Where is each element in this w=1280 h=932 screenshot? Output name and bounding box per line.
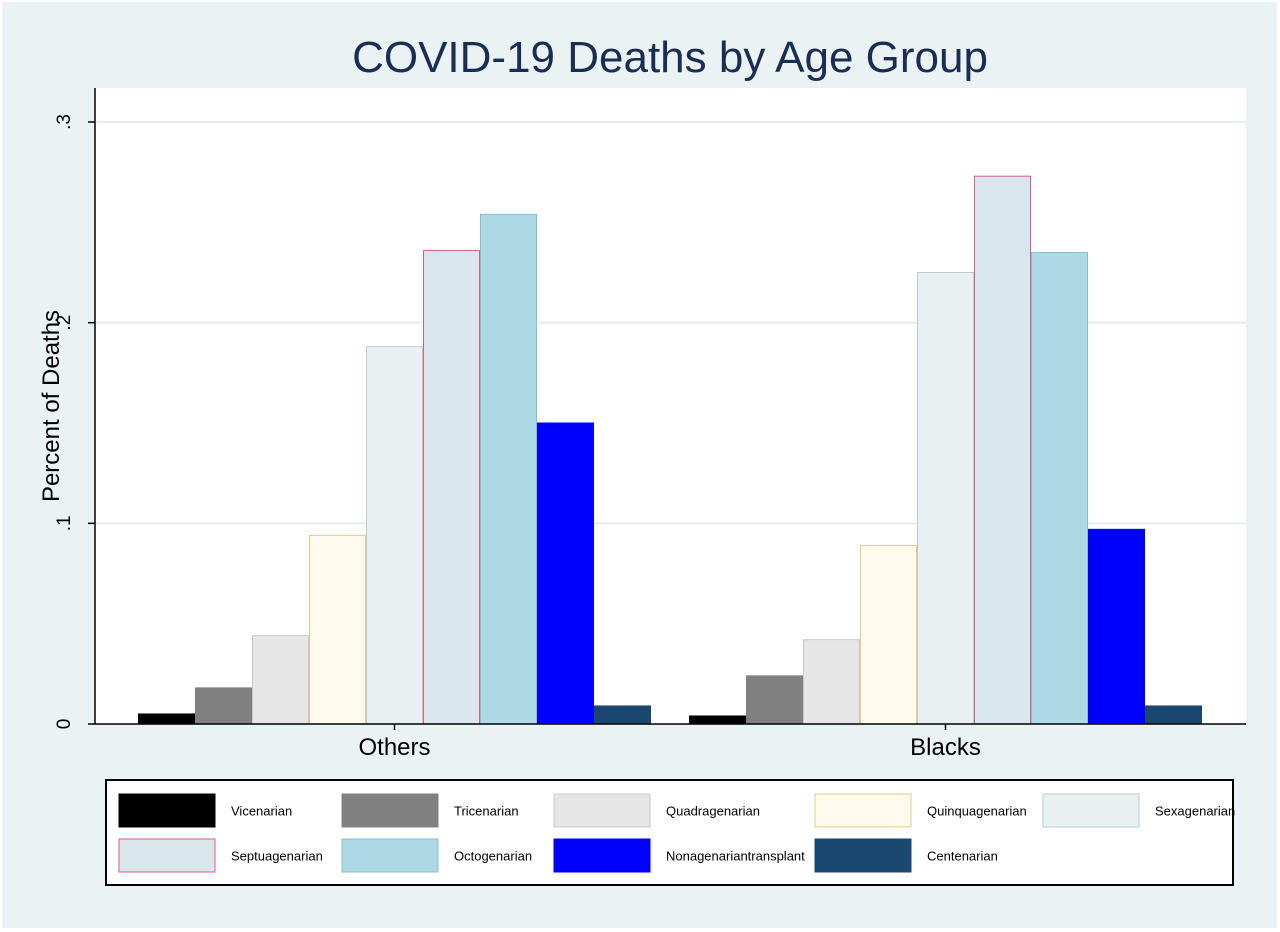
legend-item: Septuagenarian xyxy=(118,838,323,873)
axes xyxy=(94,88,1246,725)
legend-item: Vicenarian xyxy=(118,793,292,828)
legend-item: Quinquagenarian xyxy=(814,793,1027,828)
bar-vicenarian-blacks xyxy=(689,715,746,725)
y-tick-label: .3 xyxy=(54,114,75,130)
legend-label: Quadragenarian xyxy=(666,804,760,819)
x-category-label: Others xyxy=(358,734,430,761)
bar-octogenarian-blacks xyxy=(1031,251,1088,725)
legend-label: Sexagenarian xyxy=(1155,804,1235,819)
legend-label: Octogenarian xyxy=(454,849,532,864)
bars xyxy=(138,175,1202,725)
legend-label: Septuagenarian xyxy=(231,849,323,864)
bar-sexagenarian-blacks xyxy=(917,272,974,725)
legend-swatch xyxy=(814,793,912,828)
bar-nonagenariantransplant-others xyxy=(537,422,594,725)
legend-swatch xyxy=(814,838,912,873)
bar-septuagenarian-blacks xyxy=(974,175,1031,725)
bar-centenarian-others xyxy=(594,705,651,725)
bar-nonagenariantransplant-blacks xyxy=(1088,528,1145,725)
bar-tricenarian-others xyxy=(195,687,252,725)
bar-quinquagenarian-blacks xyxy=(860,544,917,725)
legend-swatch xyxy=(341,793,439,828)
y-axis-ticks: 0 .1 .2 .3 xyxy=(54,114,95,729)
legend-label: Quinquagenarian xyxy=(927,804,1027,819)
bar-centenarian-blacks xyxy=(1145,705,1202,725)
bar-vicenarian-others xyxy=(138,713,195,725)
legend-swatch xyxy=(1042,793,1140,828)
legend-item: Octogenarian xyxy=(341,838,532,873)
bar-septuagenarian-others xyxy=(423,249,480,725)
y-tick-label: 0 xyxy=(54,719,75,730)
bar-octogenarian-others xyxy=(480,213,537,725)
legend-label: Nonagenariantransplant xyxy=(666,849,805,864)
bar-quadragenarian-blacks xyxy=(803,639,860,725)
legend-item: Tricenarian xyxy=(341,793,519,828)
y-tick-label: .1 xyxy=(54,515,75,531)
legend: Vicenarian Tricenarian Quadragenarian Quinq… xyxy=(105,779,1235,886)
x-category-label: Blacks xyxy=(910,734,981,761)
legend-swatch xyxy=(118,793,216,828)
legend-swatch xyxy=(553,793,651,828)
legend-item: Centenarian xyxy=(814,838,998,873)
bar-sexagenarian-others xyxy=(366,346,423,725)
bar-quinquagenarian-others xyxy=(309,534,366,725)
legend-swatch xyxy=(118,838,216,873)
legend-item: Sexagenarian xyxy=(1042,793,1235,828)
legend-item: Nonagenariantransplant xyxy=(553,838,805,873)
legend-item: Quadragenarian xyxy=(553,793,760,828)
y-axis-title: Percent of Deaths xyxy=(38,310,65,502)
legend-swatch xyxy=(553,838,651,873)
legend-swatch xyxy=(341,838,439,873)
bar-quadragenarian-others xyxy=(252,635,309,725)
x-axis-categories: Others Blacks xyxy=(358,724,981,761)
legend-label: Centenarian xyxy=(927,849,998,864)
y-tick-label: .2 xyxy=(54,315,75,331)
legend-label: Vicenarian xyxy=(231,804,292,819)
legend-label: Tricenarian xyxy=(454,804,519,819)
bar-tricenarian-blacks xyxy=(746,675,803,725)
chart-title: COVID-19 Deaths by Age Group xyxy=(352,33,988,82)
